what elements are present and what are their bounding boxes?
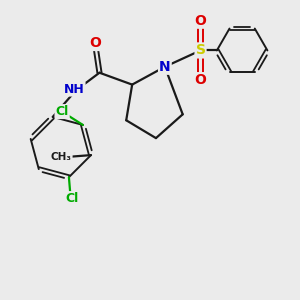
Text: O: O xyxy=(195,14,206,28)
Text: CH₃: CH₃ xyxy=(51,152,72,162)
Text: NH: NH xyxy=(64,82,85,96)
Text: Cl: Cl xyxy=(65,192,79,205)
Text: O: O xyxy=(195,73,206,87)
Text: N: N xyxy=(159,60,171,74)
Text: S: S xyxy=(196,44,206,57)
Text: O: O xyxy=(89,36,101,50)
Text: Cl: Cl xyxy=(56,105,69,118)
